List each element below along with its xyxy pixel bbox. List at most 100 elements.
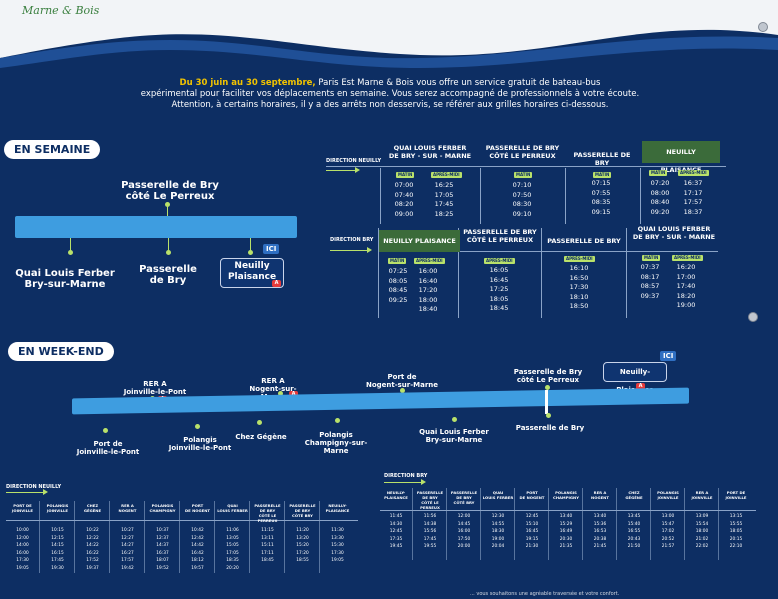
times-col: 16:10 16:50 17:30 18:10 18:50 [569, 264, 589, 310]
rer-icon: A [636, 383, 645, 390]
direction-neuilly-label: DIRECTION NEUILLY [326, 158, 382, 164]
intro-line1: Paris Est Marne & Bois vous offre un ser… [315, 78, 601, 88]
header-wave [0, 0, 778, 68]
weekend-times-col: 12:30 14:55 18:30 19:00 20:04 [491, 514, 505, 550]
afternoon-tag: APRÈS-MIDI [672, 255, 703, 261]
stop-polangis-champigny: Polangis Champigny-sur-Marne [304, 431, 368, 455]
weekend-times-col: 11:20 13:20 15:20 17:20 18:55 [296, 528, 309, 564]
weekend-times-col: 10:37 12:37 14:37 16:37 18:07 19:52 [156, 528, 169, 571]
weekend-times-col: 10:00 12:00 14:00 16:00 17:30 19:05 [16, 528, 29, 571]
stop-dot [248, 250, 253, 255]
times-col: 07:37 08:17 08:57 09:37 [640, 263, 660, 300]
stop-passerelle-de-bry: Passerelle de Bry [139, 264, 197, 286]
stop-stem [250, 238, 251, 252]
weekday-river [15, 216, 297, 238]
stop-passerelle-bry-perreux: Passerelle de Bry côté Le Perreux [121, 180, 219, 202]
stop-dot [545, 385, 550, 390]
weekend-col-header: RER A JOINVILLE [691, 490, 713, 500]
divider [458, 228, 459, 318]
you-are-here-badge: ICI [263, 244, 280, 254]
divider [109, 501, 110, 573]
divider [650, 488, 651, 560]
weekend-times-col: 11:45 14:30 12:45 17:35 19:45 [389, 514, 403, 550]
col-passerelle-perreux: PASSERELLE DE BRY CÔTÉ LE PERREUX [463, 228, 537, 244]
intro-text: Du 30 juin au 30 septembre, Paris Est Ma… [110, 78, 670, 111]
direction-bry-label: DIRECTION BRY [330, 237, 374, 243]
stop-dot [400, 388, 405, 393]
divider [640, 168, 641, 224]
rer-icon: A [272, 280, 281, 287]
weekend-times-col: 12:45 15:10 16:45 19:15 21:30 [525, 514, 539, 550]
stop-dot [166, 250, 171, 255]
stop-dot [165, 202, 170, 207]
weekend-times-col: 11:06 13:05 15:05 17:05 18:35 20:20 [226, 528, 239, 571]
col-passerelle-bry: PASSERELLE DE BRY [547, 237, 621, 245]
divider [412, 488, 413, 560]
times-col: 07:00 07:40 08:20 09:00 [394, 181, 414, 218]
divider [626, 228, 627, 318]
divider [378, 251, 718, 252]
brand-logo: Marne & Bois [22, 4, 100, 17]
weekend-times-col: 13:09 15:54 18:00 21:02 22:02 [695, 514, 709, 550]
times-col: 07:25 08:05 08:45 09:25 [388, 267, 408, 304]
divider [480, 168, 481, 224]
stop-chez-gegene: Chez Gégène [235, 433, 287, 441]
col-neuilly-plaisance: NEUILLY PLAISANCE [642, 141, 720, 174]
weekend-col-header: PASSERELLE DE BRY CÔTÉ BRY [289, 503, 316, 518]
times-col: 07:20 08:00 08:40 09:20 [650, 179, 670, 216]
stop-port-joinville: Port de Joinville-le-Pont [76, 440, 140, 456]
weekend-col-header: POLANGIS JOINVILLE [46, 503, 69, 513]
weekend-times-col: 10:27 12:27 14:27 16:27 17:57 19:42 [121, 528, 134, 571]
stop-neuilly-plaisance: Neuilly-Plaisance [603, 362, 667, 394]
morning-tag: MATIN [388, 258, 407, 264]
morning-tag: MATIN [514, 172, 533, 178]
direction-bry-label: DIRECTION BRY [384, 473, 428, 479]
divider [718, 488, 719, 560]
weekend-col-header: RER A NOGENT [591, 490, 609, 500]
weekend-col-header: POLANGIS CHAMPIGNY [553, 490, 579, 500]
divider [514, 488, 515, 560]
stop-dot [103, 428, 108, 433]
divider [249, 501, 250, 573]
divider [480, 488, 481, 560]
direction-arrow [6, 489, 48, 495]
afternoon-tag: APRÈS-MIDI [678, 170, 709, 176]
morning-tag: MATIN [642, 255, 661, 261]
divider [74, 501, 75, 573]
stop-quai-louis-ferber: Quai Louis Ferber Bry-sur-Marne [419, 428, 489, 444]
divider [380, 510, 756, 511]
stop-dot [335, 418, 340, 423]
col-quai-louis-ferber: QUAI LOUIS FERBER DE BRY - SUR - MARNE [388, 144, 472, 160]
times-col: 16:20 17:00 17:40 18:20 19:00 [676, 263, 696, 309]
times-col: 07:15 07:55 08:35 09:15 [591, 179, 611, 216]
footbridge-marker [545, 390, 548, 414]
stop-stem [167, 204, 168, 216]
weekday-pill: EN SEMAINE [4, 140, 101, 159]
morning-tag: MATIN [593, 172, 612, 178]
weekend-col-header: POLANGIS JOINVILLE [657, 490, 679, 500]
stop-port-nogent: Port de Nogent-sur-Marne [365, 373, 439, 389]
divider [284, 501, 285, 573]
morning-tag: MATIN [396, 172, 415, 178]
direction-arrow [384, 479, 426, 485]
stop-dot [546, 413, 551, 418]
divider [446, 488, 447, 560]
afternoon-tag: APRÈS-MIDI [484, 258, 515, 264]
direction-neuilly-label: DIRECTION NEUILLY [6, 484, 62, 490]
weekend-times-col: 12:00 14:45 16:00 17:50 20:00 [457, 514, 471, 550]
divider [214, 501, 215, 573]
weekend-col-header: NEUILLY- PLAISANCE [384, 490, 408, 500]
divider [144, 501, 145, 573]
weekend-times-col: 10:42 12:42 14:42 16:42 18:12 19:57 [191, 528, 204, 571]
afternoon-tag: APRÈS-MIDI [414, 258, 445, 264]
stop-stem [168, 238, 169, 252]
footer-text: ... vous souhaitons une agréable travers… [470, 591, 620, 597]
divider [39, 501, 40, 573]
divider [6, 520, 358, 521]
times-col: 16:00 16:40 17:20 18:00 18:40 [418, 267, 438, 313]
times-col: 16:05 16:45 17:25 18:05 18:45 [489, 266, 509, 312]
weekend-col-header: PASSERELLE DE BRY CÔTÉ LE PERREUX [254, 503, 281, 523]
weekend-col-header: CHEZ GÉGÈNE [83, 503, 102, 513]
weekend-col-header: PASSERELLE DE BRY CÔTÉ BRY [450, 490, 478, 505]
stop-rer-joinville: RER A Joinville-le-Pont [123, 380, 187, 396]
